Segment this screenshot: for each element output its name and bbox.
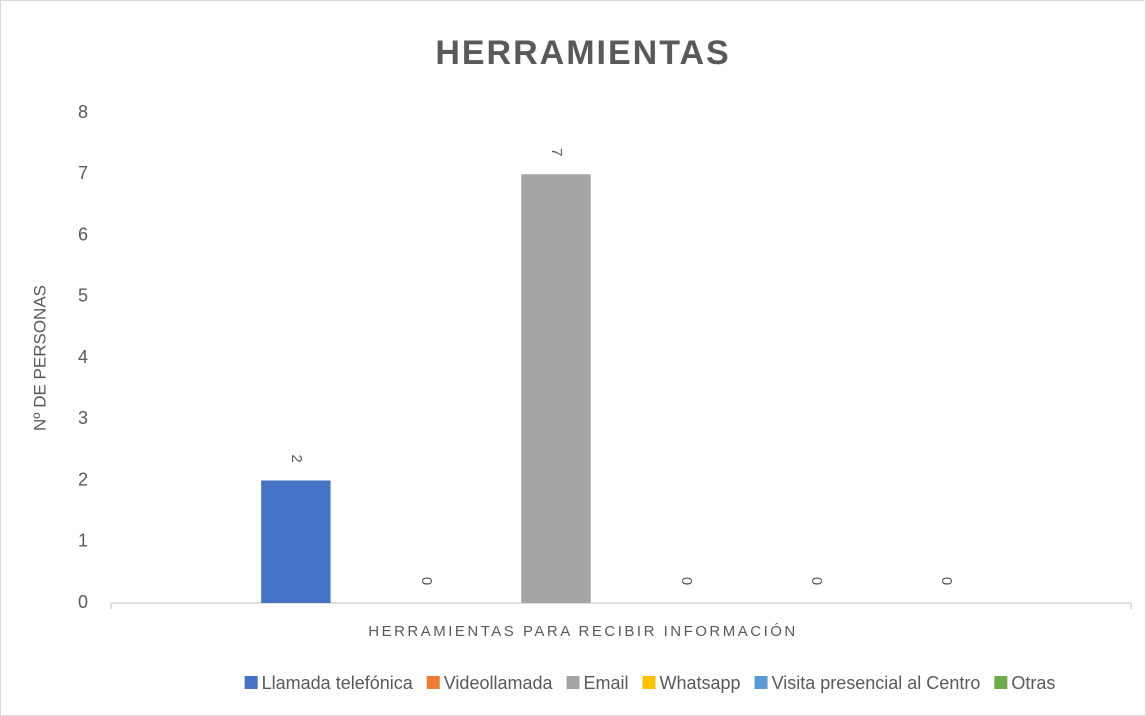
legend-swatch <box>994 676 1008 689</box>
bar <box>261 480 331 603</box>
y-axis-title: Nº DE PERSONAS <box>30 285 49 431</box>
data-label: 0 <box>808 577 825 585</box>
y-tick-label: 5 <box>78 286 88 306</box>
data-label: 0 <box>938 577 955 585</box>
legend-label: Videollamada <box>444 673 554 693</box>
legend-label: Llamada telefónica <box>262 673 414 693</box>
y-tick-label: 7 <box>78 163 88 183</box>
y-tick-label: 1 <box>78 531 88 551</box>
y-tick-label: 6 <box>78 224 88 244</box>
y-tick-label: 8 <box>78 102 88 122</box>
data-label: 2 <box>288 454 305 462</box>
chart-title: HERRAMIENTAS <box>435 34 730 72</box>
legend-swatch <box>642 676 656 689</box>
y-tick-label: 2 <box>78 469 88 489</box>
y-tick-label: 0 <box>78 592 88 612</box>
legend-swatch <box>426 676 440 689</box>
legend-label: Whatsapp <box>660 673 741 693</box>
data-label: 0 <box>418 577 435 585</box>
legend-swatch <box>244 676 258 689</box>
x-axis-title: HERRAMIENTAS PARA RECIBIR INFORMACIÓN <box>368 623 797 640</box>
legend-swatch <box>566 676 580 689</box>
data-label: 0 <box>678 577 695 585</box>
bar <box>521 174 591 603</box>
legend-swatch <box>754 676 768 689</box>
legend-label: Visita presencial al Centro <box>772 673 981 693</box>
legend-label: Otras <box>1011 673 1055 693</box>
y-tick-label: 3 <box>78 408 88 428</box>
data-label: 7 <box>548 148 565 156</box>
y-tick-label: 4 <box>78 347 88 367</box>
legend-label: Email <box>584 673 629 693</box>
